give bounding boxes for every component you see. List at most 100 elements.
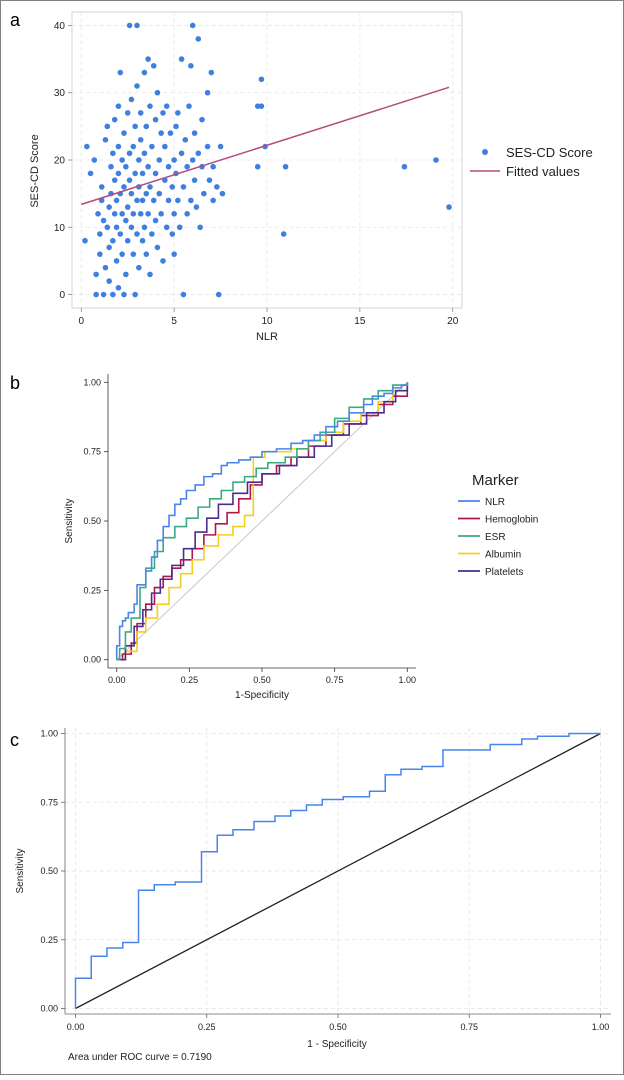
scatter-point	[195, 150, 202, 157]
scatter-point	[111, 211, 118, 217]
scatter-point	[191, 130, 198, 136]
panel-c-axes: 0.00 0.25 0.50 0.75 1.00 0.00 0.25 0.50 0.75 1.00	[40, 728, 611, 1032]
scatter-point	[126, 22, 133, 29]
scatter-point	[282, 163, 289, 170]
scatter-point	[158, 130, 164, 136]
scatter-point	[93, 271, 99, 278]
scatter-point	[162, 143, 168, 150]
scatter-point	[147, 184, 153, 190]
scatter-point	[143, 123, 150, 130]
scatter-point	[280, 231, 287, 237]
scatter-point	[145, 163, 151, 170]
scatter-point	[219, 190, 226, 197]
scatter-point	[189, 22, 196, 29]
legend-ses-cd-label: SES-CD Score	[506, 145, 593, 160]
y-tick-label: 1.00	[40, 729, 58, 739]
scatter-point	[141, 69, 148, 76]
scatter-point	[154, 244, 161, 251]
scatter-point	[130, 143, 137, 150]
scatter-point	[152, 170, 159, 177]
scatter-point	[197, 224, 203, 231]
scatter-point	[195, 36, 202, 42]
x-tick-label: 0.75	[326, 675, 344, 685]
y-tick-label: 0.25	[40, 935, 58, 945]
scatter-point	[104, 123, 111, 130]
scatter-point	[134, 83, 140, 89]
y-tick-label: 20	[54, 156, 66, 167]
panel-c-series	[74, 732, 601, 1010]
legend-label-albumin: Albumin	[485, 550, 521, 561]
panel-a-ylabel: SES-CD Score	[29, 134, 41, 207]
scatter-point	[145, 211, 151, 217]
y-tick-label: 30	[54, 88, 66, 99]
panel-b-diagonal	[116, 381, 408, 661]
x-tick-label: 5	[171, 316, 177, 327]
scatter-point	[147, 103, 153, 109]
scatter-point	[115, 170, 122, 177]
scatter-point	[204, 89, 211, 96]
scatter-point	[143, 251, 150, 257]
scatter-point	[91, 157, 98, 163]
scatter-point	[119, 157, 125, 163]
scatter-point	[149, 231, 155, 237]
scatter-point	[145, 56, 151, 62]
scatter-point	[217, 143, 224, 150]
scatter-point	[117, 231, 124, 237]
panel-a-points	[82, 22, 452, 298]
scatter-point	[106, 244, 112, 251]
scatter-point	[126, 177, 133, 183]
scatter-point	[137, 110, 144, 116]
scatter-point	[152, 217, 159, 224]
scatter-point	[139, 197, 146, 204]
scatter-point	[150, 197, 157, 204]
scatter-point	[128, 190, 135, 197]
scatter-point	[111, 177, 118, 183]
scatter-point	[100, 291, 107, 298]
scatter-point	[123, 163, 129, 170]
x-tick-label: 0.25	[181, 675, 199, 685]
scatter-point	[258, 103, 265, 109]
scatter-point	[113, 224, 120, 231]
scatter-point	[175, 110, 181, 116]
y-tick-label: 1.00	[83, 377, 101, 387]
scatter-point	[97, 251, 103, 257]
scatter-point	[188, 197, 194, 204]
scatter-point	[115, 285, 122, 291]
scatter-point	[130, 211, 137, 217]
x-tick-label: 0	[79, 316, 85, 327]
scatter-point	[106, 278, 112, 284]
panel-b-letter: b	[10, 373, 20, 393]
scatter-point	[163, 224, 170, 231]
scatter-point	[115, 143, 122, 150]
x-tick-label: 0.00	[67, 1022, 85, 1032]
y-tick-label: 0.75	[83, 447, 101, 457]
scatter-point	[132, 170, 138, 177]
scatter-point	[165, 197, 172, 204]
scatter-point	[95, 211, 101, 217]
scatter-point	[136, 264, 142, 271]
panel-a-fit	[81, 86, 450, 206]
scatter-point	[169, 231, 176, 237]
scatter-point	[130, 251, 137, 257]
x-tick-label: 0.00	[108, 675, 126, 685]
scatter-point	[124, 204, 131, 210]
scatter-point	[132, 123, 138, 130]
scatter-point	[210, 197, 216, 204]
scatter-point	[175, 197, 181, 204]
scatter-point	[139, 170, 146, 177]
roc-line-platelets	[116, 382, 409, 661]
scatter-point	[126, 150, 133, 157]
panel-b-axes: 0.00 0.25 0.50 0.75 1.00 0.00 0.25 0.50 0.75 1.00	[83, 374, 416, 685]
scatter-point	[136, 157, 142, 163]
scatter-point	[110, 237, 116, 244]
scatter-point	[180, 291, 187, 298]
scatter-point	[121, 291, 127, 298]
scatter-point	[128, 224, 135, 231]
x-tick-label: 10	[261, 316, 273, 327]
panel-a-axes: 0 5 10 15 20 0 10 20 30 40	[54, 21, 459, 327]
scatter-point	[176, 224, 183, 231]
scatter-point	[160, 110, 166, 116]
scatter-point	[104, 224, 111, 231]
